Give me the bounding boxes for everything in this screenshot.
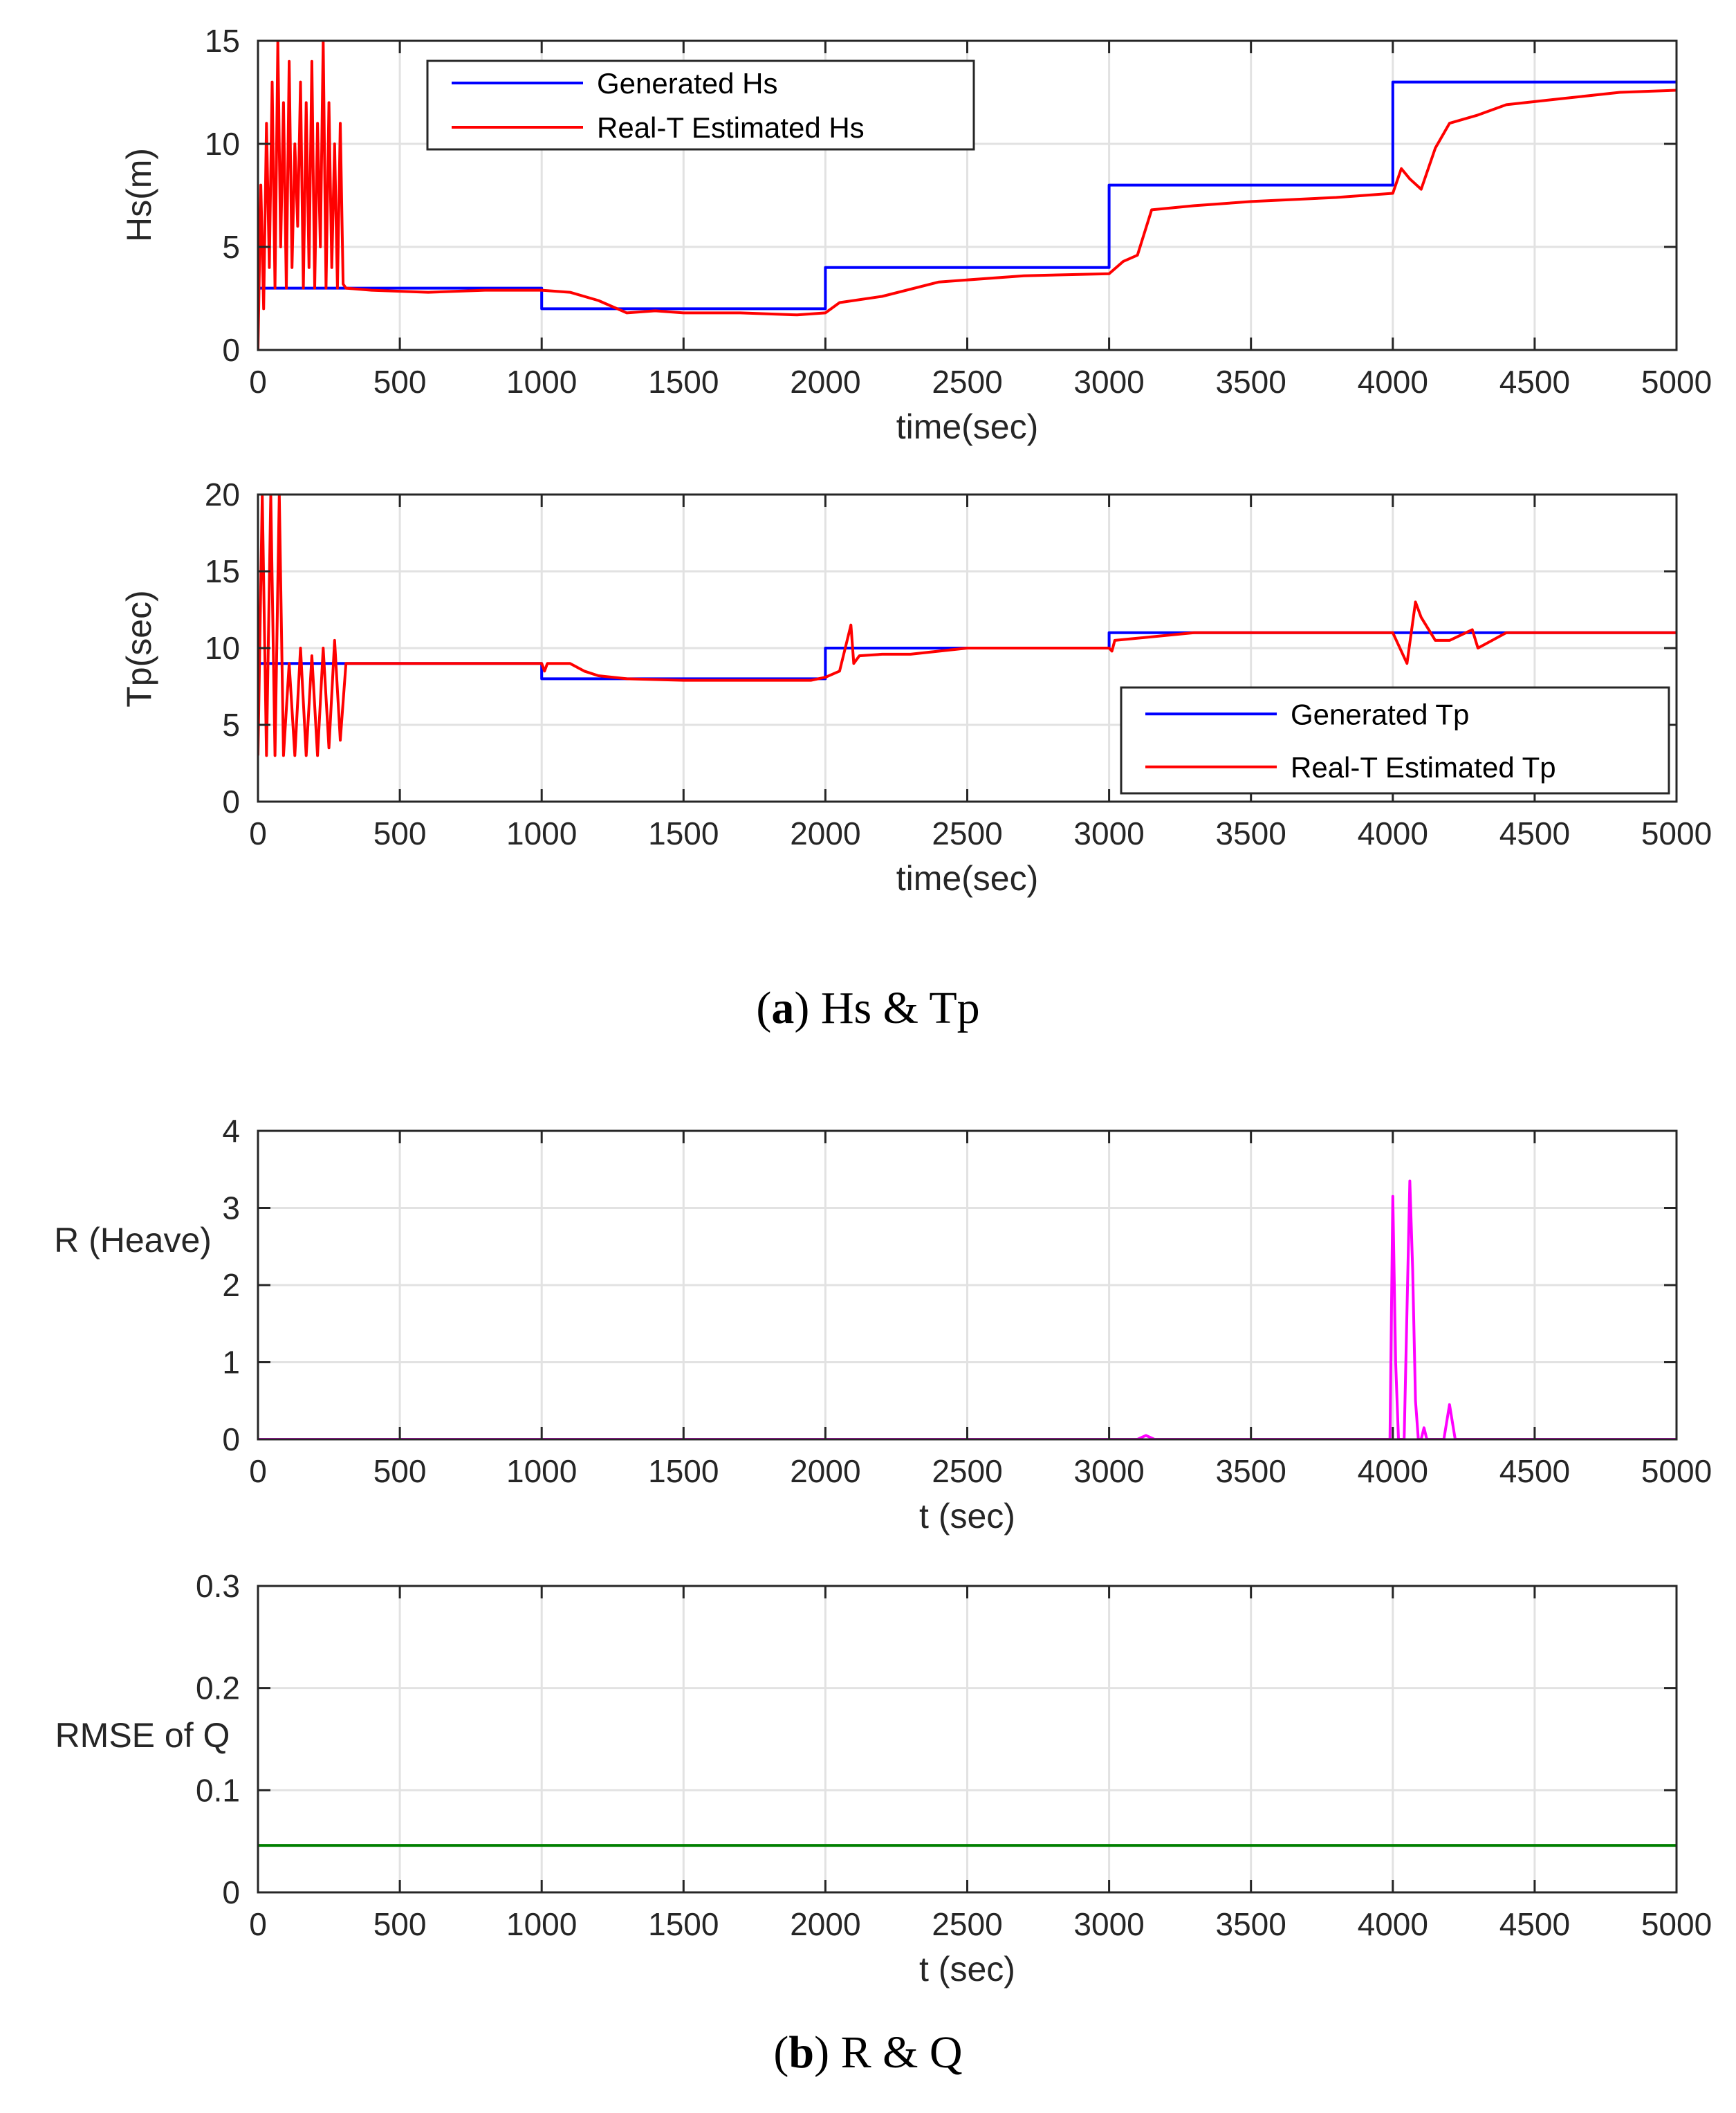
y-tick-label: 10 (205, 630, 240, 666)
x-tick-label: 1000 (506, 1453, 577, 1489)
caption-a-label: a (771, 983, 795, 1033)
x-tick-label: 1500 (648, 815, 719, 851)
y-tick-label: 5 (222, 229, 240, 265)
y-tick-label: 0.2 (196, 1670, 240, 1706)
x-tick-label: 3500 (1216, 815, 1286, 851)
y-tick-label: 5 (222, 707, 240, 743)
series-line-r (258, 1179, 1677, 1439)
series-line-real-t-estimated-hs (258, 41, 1677, 350)
x-tick-label: 4500 (1499, 815, 1570, 851)
x-tick-label: 0 (249, 1453, 267, 1489)
legend: Generated Hs Real-T Estimated Hs (426, 59, 975, 151)
x-tick-label: 3500 (1216, 1453, 1286, 1489)
y-tick-label: 0 (222, 1421, 240, 1457)
x-tick-label: 3000 (1073, 1453, 1144, 1489)
series-group (258, 495, 1677, 757)
x-tick-label: 2500 (932, 364, 1002, 400)
legend-label: Generated Hs (597, 67, 777, 100)
x-tick-label: 4500 (1499, 1906, 1570, 1942)
x-tick-label: 5000 (1641, 1453, 1712, 1489)
x-tick-label: 500 (373, 1906, 427, 1942)
caption-b-text: R & Q (829, 2027, 963, 2078)
x-tick-label: 4500 (1499, 364, 1570, 400)
x-tick-label: 3500 (1216, 364, 1286, 400)
x-tick-label: 3000 (1073, 1906, 1144, 1942)
x-tick-label: 2500 (932, 1453, 1002, 1489)
series-group (258, 41, 1677, 350)
x-tick-label: 3000 (1073, 815, 1144, 851)
x-axis-label: t (sec) (919, 1497, 1015, 1535)
x-tick-label: 500 (373, 1453, 427, 1489)
x-tick-label: 5000 (1641, 1906, 1712, 1942)
x-tick-label: 2500 (932, 1906, 1002, 1942)
y-tick-label: 4 (222, 1113, 240, 1149)
caption-a-text: Hs & Tp (809, 983, 980, 1033)
x-tick-label: 5000 (1641, 364, 1712, 400)
series-line-generated-hs (258, 80, 1677, 311)
x-tick-label: 4500 (1499, 1453, 1570, 1489)
x-tick-label: 4000 (1358, 364, 1428, 400)
x-tick-label: 2000 (790, 1453, 860, 1489)
y-axis-label: Hs(m) (120, 148, 158, 242)
caption-b-label: b (788, 2027, 815, 2078)
plot-r: 0 500 1000 1500 2000 2500 3000 3500 4000 4500 5000… (54, 1113, 1712, 1535)
legend-label: Generated Tp (1291, 698, 1469, 730)
legend: Generated Tp Real-T Estimated Tp (1120, 686, 1670, 795)
y-tick-label: 3 (222, 1190, 240, 1226)
x-tick-label: 2000 (790, 815, 860, 851)
x-tick-label: 3000 (1073, 364, 1144, 400)
legend-box (426, 59, 975, 151)
series-line-real-t-estimated-tp (258, 495, 1677, 757)
y-tick-label: 0 (222, 332, 240, 368)
x-tick-label: 4000 (1358, 1906, 1428, 1942)
y-tick-label: 15 (205, 553, 240, 589)
plot-hs: 0 500 1000 1500 2000 2500 3000 3500 4000 4500 5000… (120, 23, 1712, 446)
x-tick-label: 1500 (648, 364, 719, 400)
x-tick-label: 2000 (790, 364, 860, 400)
legend-label: Real-T Estimated Tp (1291, 751, 1556, 784)
x-tick-label: 1000 (506, 1906, 577, 1942)
x-tick-label: 1000 (506, 815, 577, 851)
x-tick-label: 0 (249, 1906, 267, 1942)
y-tick-label: 20 (205, 477, 240, 513)
y-tick-label: 2 (222, 1267, 240, 1303)
series-group (258, 1179, 1677, 1439)
x-tick-label: 500 (373, 364, 427, 400)
y-axis-label: Tp(sec) (120, 590, 158, 707)
x-tick-label: 3500 (1216, 1906, 1286, 1942)
x-tick-label: 5000 (1641, 815, 1712, 851)
x-tick-label: 4000 (1358, 815, 1428, 851)
x-tick-label: 2500 (932, 815, 1002, 851)
x-axis-label: t (sec) (919, 1950, 1015, 1989)
y-tick-label: 15 (205, 23, 240, 59)
legend-label: Real-T Estimated Hs (597, 111, 865, 144)
y-tick-label: 0 (222, 1874, 240, 1910)
y-axis-label: R (Heave) (54, 1221, 212, 1260)
x-tick-label: 0 (249, 364, 267, 400)
y-tick-label: 1 (222, 1345, 240, 1381)
x-tick-label: 4000 (1358, 1453, 1428, 1489)
caption-b: (b) R & Q (773, 2027, 963, 2078)
y-tick-label: 10 (205, 126, 240, 162)
y-tick-label: 0 (222, 784, 240, 820)
x-tick-label: 1000 (506, 364, 577, 400)
x-axis-label: time(sec) (896, 407, 1039, 446)
x-tick-label: 2000 (790, 1906, 860, 1942)
x-tick-label: 1500 (648, 1453, 719, 1489)
y-tick-label: 0.3 (196, 1568, 240, 1604)
caption-a: (a) Hs & Tp (756, 983, 980, 1033)
y-tick-label: 0.1 (196, 1772, 240, 1808)
x-axis-label: time(sec) (896, 859, 1039, 898)
y-axis-label: RMSE of Q (55, 1716, 230, 1755)
plot-q: 0 500 1000 1500 2000 2500 3000 3500 4000 4500 5000… (55, 1568, 1712, 1989)
plot-tp: 0 500 1000 1500 2000 2500 3000 3500 4000 4500 5000… (120, 477, 1712, 898)
x-tick-label: 0 (249, 815, 267, 851)
x-tick-label: 500 (373, 815, 427, 851)
x-tick-label: 1500 (648, 1906, 719, 1942)
legend-box (1120, 686, 1670, 795)
